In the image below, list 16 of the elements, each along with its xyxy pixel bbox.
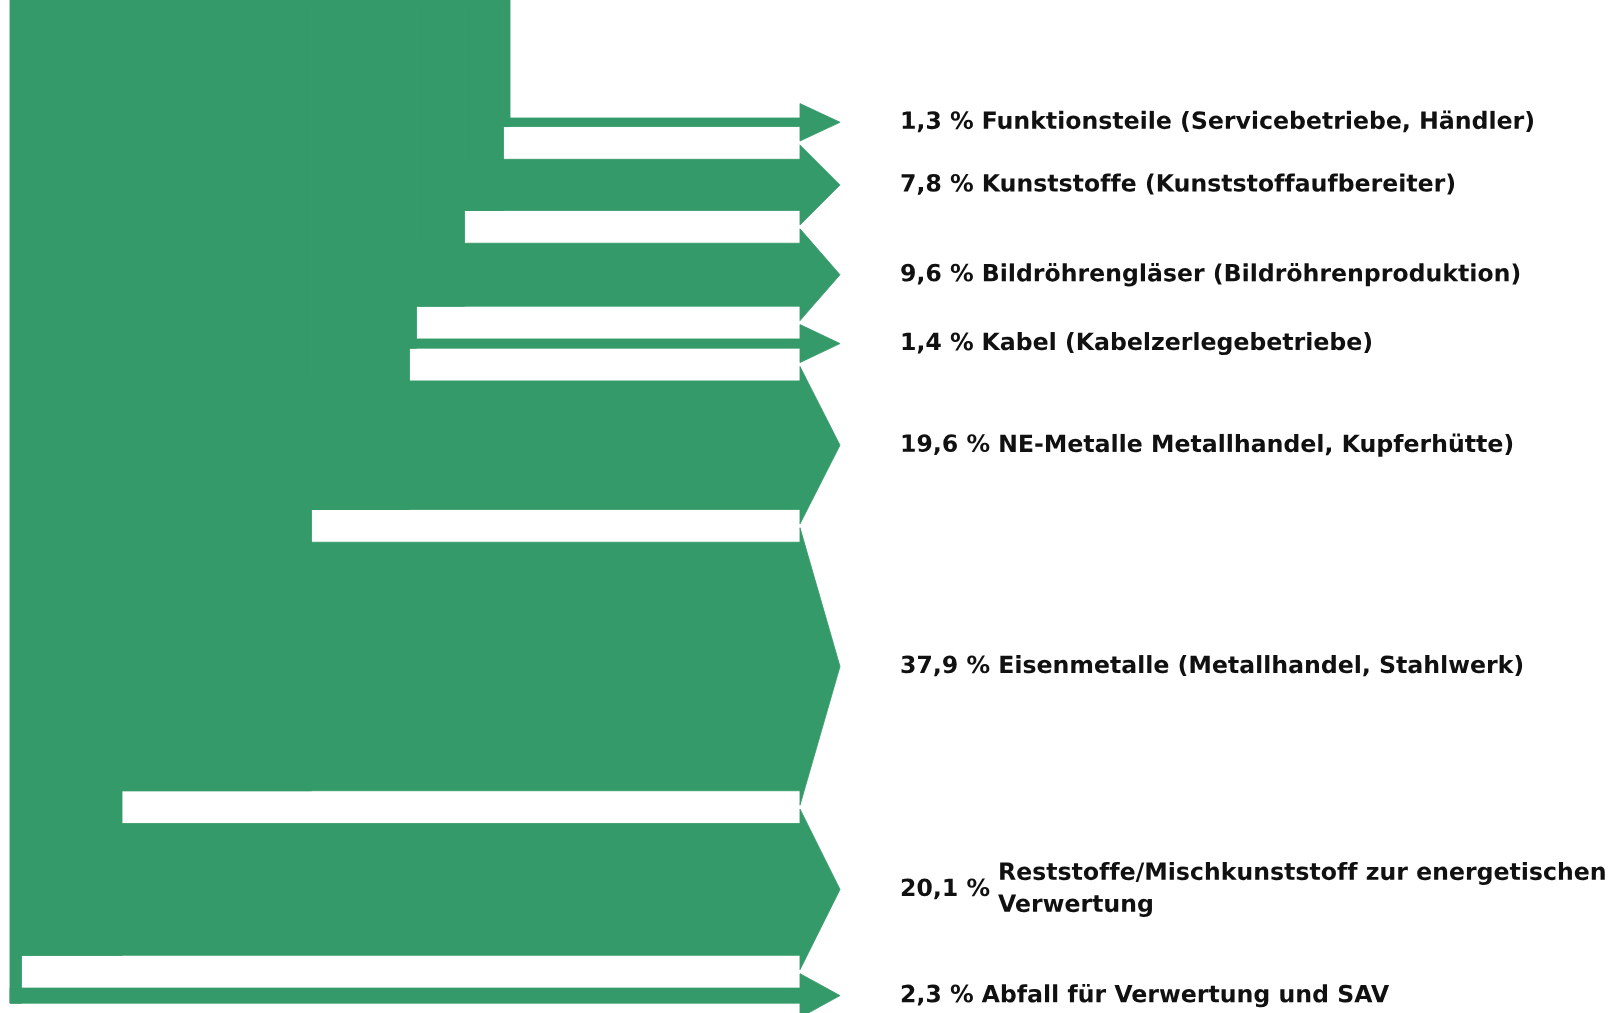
data-label: 1,4 % (902, 332, 973, 354)
data-label: 2,3 % (901, 984, 973, 1006)
category-label: Bildröhrengläser (Bildröhrenproduktion) (983, 263, 1520, 287)
category-label: Kabel (Kabelzerlegebetriebe) (983, 332, 1372, 356)
category-label: Reststoffe/Mischkunststoff zur energetischen Verwertung (998, 861, 1605, 917)
category-label: Abfall für Verwertung und SAV (981, 983, 1390, 1008)
category-label: Eisenmetalle (Metallhandel, Stahlwerk) (1000, 655, 1523, 677)
data-label: 1,3 % (902, 111, 973, 133)
data-label: 19,6 % (902, 434, 990, 456)
data-label: 37,9 % (901, 655, 990, 677)
data-label: 9,6 % (901, 263, 973, 285)
category-label: Funktionsteile (Servicebetriebe, Händler) (983, 110, 1533, 133)
data-label: 20,1 % (901, 878, 990, 900)
data-label: 7,8 % (901, 173, 973, 195)
category-label: Kunststoffe (Kunststoffaufbereiter) (983, 173, 1455, 195)
category-label: NE-Metalle Metallhandel, Kupferhütte) (1000, 433, 1513, 457)
